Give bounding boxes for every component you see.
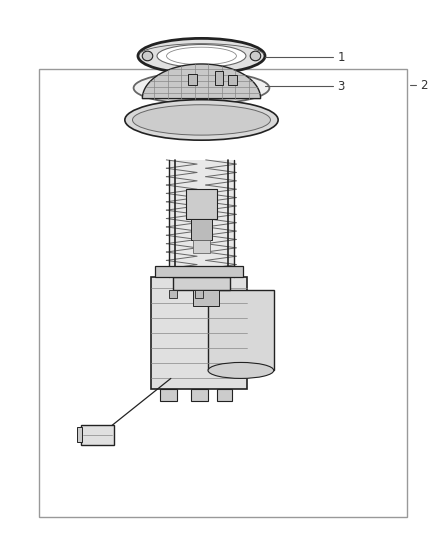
Bar (169, 160, 234, 277)
Polygon shape (142, 64, 261, 99)
Bar (195, 290, 203, 298)
Text: 3: 3 (337, 80, 345, 93)
Bar (173, 277, 230, 290)
Bar (77, 427, 82, 442)
Bar (217, 389, 232, 401)
Ellipse shape (125, 100, 278, 140)
Bar (186, 189, 217, 219)
Bar (155, 266, 243, 277)
Bar (160, 389, 177, 401)
Bar (215, 71, 223, 85)
Ellipse shape (132, 104, 271, 135)
Text: 2: 2 (420, 79, 428, 92)
Ellipse shape (138, 38, 265, 74)
Bar (169, 290, 177, 298)
Ellipse shape (208, 362, 274, 378)
Ellipse shape (250, 51, 261, 61)
Bar (193, 240, 210, 253)
Bar (151, 277, 247, 389)
Bar (193, 290, 219, 306)
Bar (191, 219, 212, 240)
Bar (39, 69, 407, 517)
Text: 1: 1 (337, 51, 345, 63)
Ellipse shape (134, 72, 269, 104)
Bar (191, 389, 208, 401)
Bar (188, 74, 197, 85)
Ellipse shape (157, 45, 246, 67)
Bar (228, 75, 237, 85)
Bar (208, 290, 274, 370)
Bar (81, 425, 114, 445)
Ellipse shape (142, 51, 153, 61)
